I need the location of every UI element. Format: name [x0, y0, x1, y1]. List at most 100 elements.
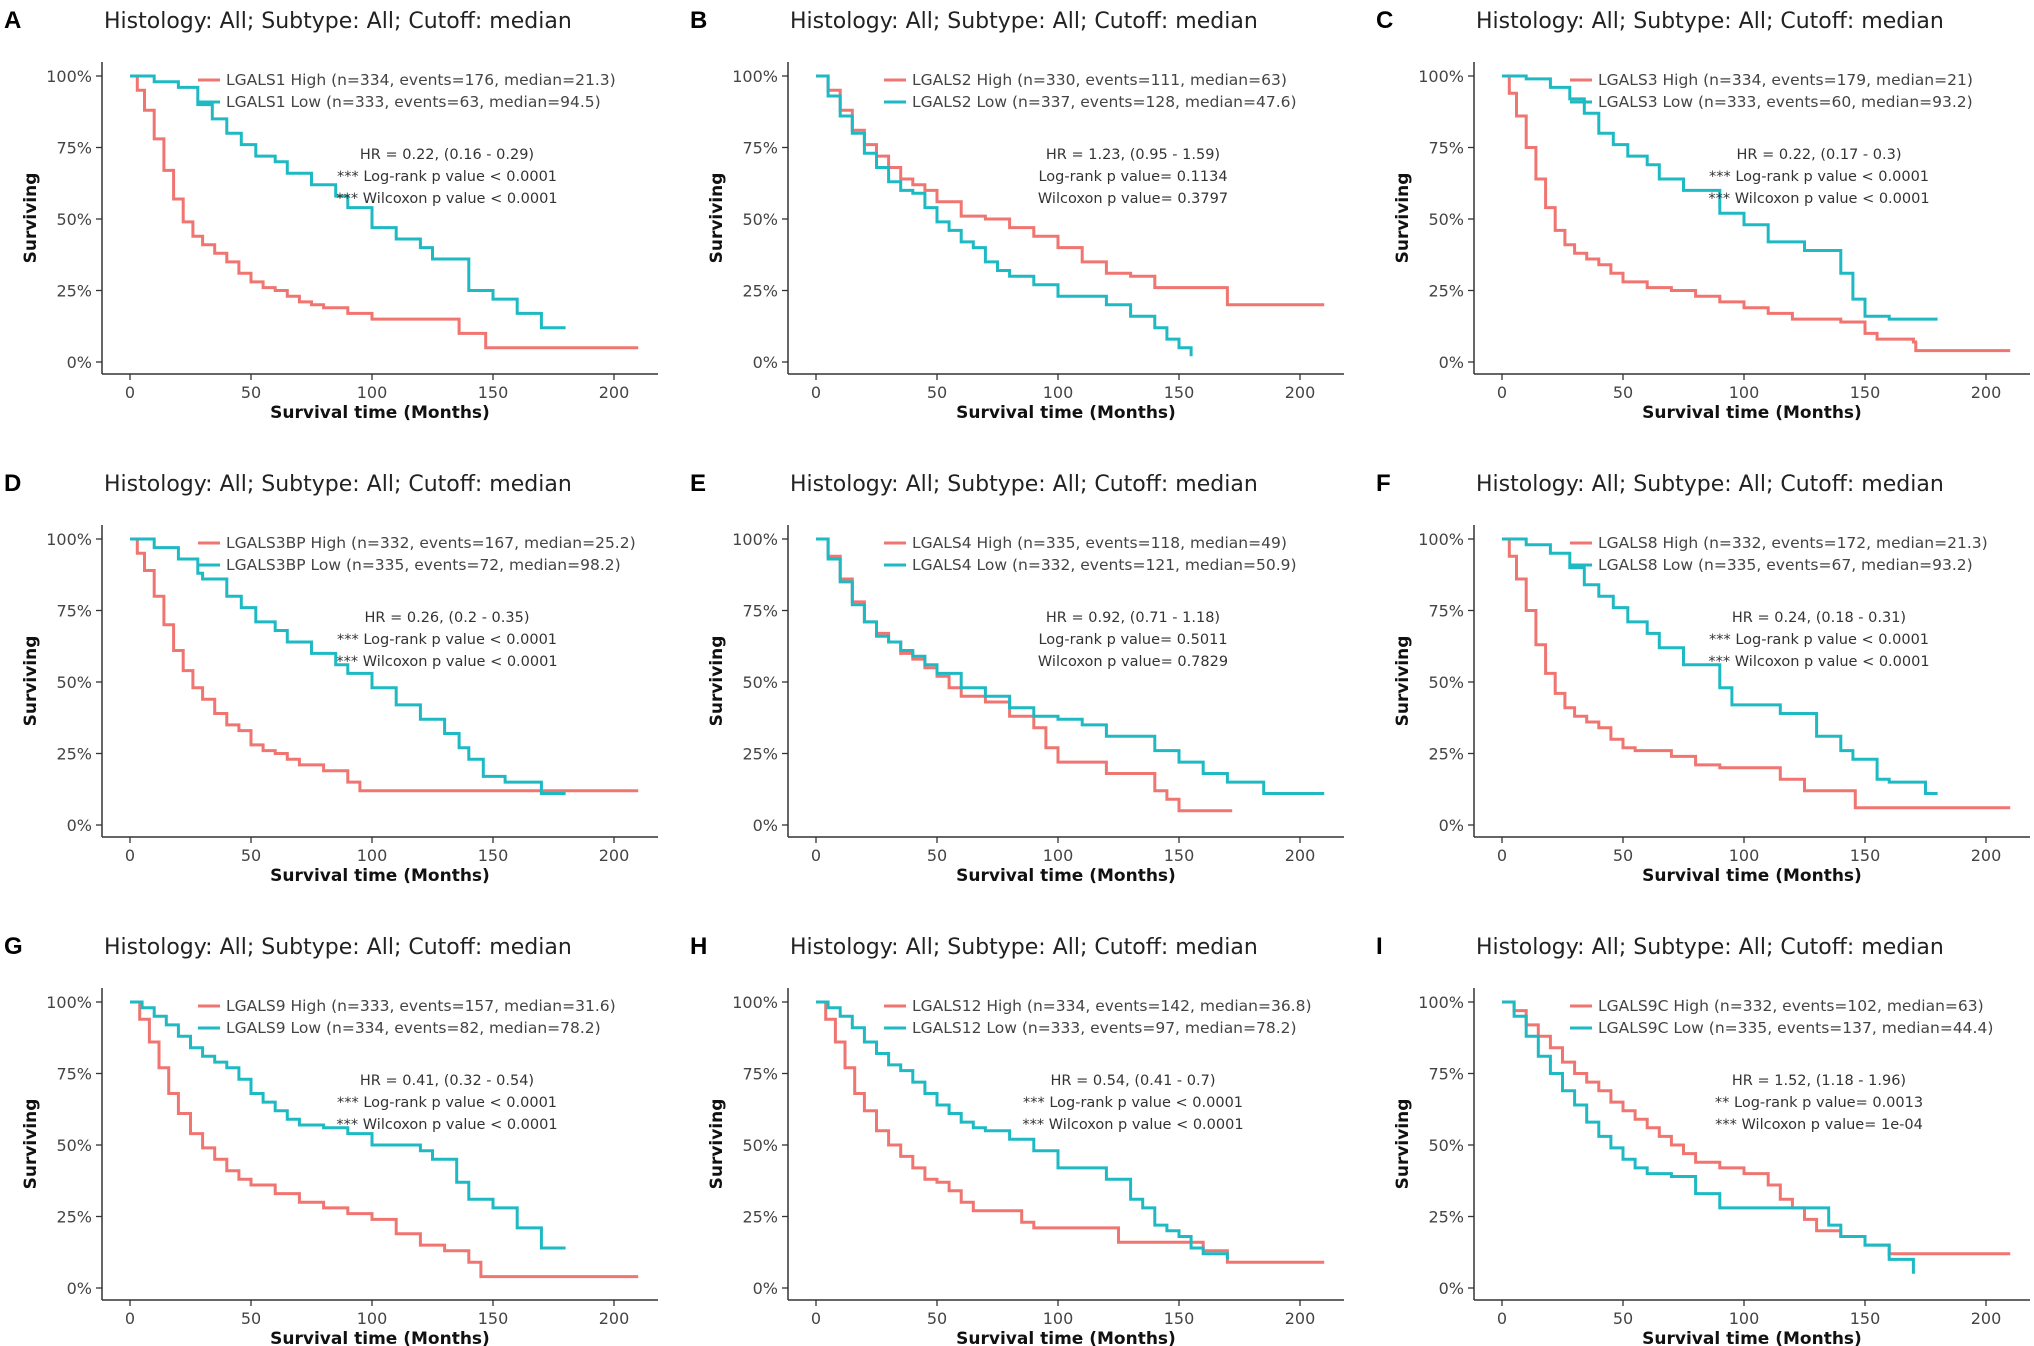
y-axis-label: Surviving [21, 636, 41, 727]
x-tick-label: 100 [1729, 383, 1760, 402]
y-tick-label: 75% [56, 602, 92, 621]
y-tick-label: 25% [56, 282, 92, 301]
survival-curve-low [816, 1000, 1229, 1260]
stat-annotation: *** Log-rank p value < 0.0001 [1023, 1095, 1243, 1111]
legend-label-low: LGALS12 Low (n=333, events=97, median=78… [912, 1019, 1297, 1037]
y-tick-label: 0% [753, 1279, 778, 1298]
survival-curve-high [1502, 537, 2011, 810]
panel-letter: A [4, 7, 21, 34]
legend-label-low: LGALS9C Low (n=335, events=137, median=4… [1598, 1019, 1993, 1037]
stat-annotation: HR = 0.54, (0.41 - 0.7) [1051, 1073, 1216, 1089]
y-tick-label: 25% [742, 1208, 778, 1227]
y-tick-label: 50% [742, 210, 778, 229]
x-tick-label: 0 [125, 846, 135, 865]
stat-annotation: Wilcoxon p value= 0.3797 [1038, 191, 1228, 207]
y-tick-label: 100% [1418, 993, 1464, 1012]
chart-title: Histology: All; Subtype: All; Cutoff: me… [104, 472, 572, 497]
stat-annotation: *** Wilcoxon p value < 0.0001 [336, 1117, 557, 1133]
stat-annotation: *** Log-rank p value < 0.0001 [337, 169, 557, 185]
legend-label-high: LGALS9C High (n=332, events=102, median=… [1598, 997, 1984, 1015]
panel-letter: D [4, 470, 21, 497]
x-tick-label: 100 [1729, 1309, 1760, 1328]
legend-label-high: LGALS9 High (n=333, events=157, median=3… [226, 997, 616, 1015]
y-axis-label: Surviving [707, 1099, 727, 1190]
chart-title: Histology: All; Subtype: All; Cutoff: me… [104, 935, 572, 960]
y-axis-label: Surviving [21, 1099, 41, 1190]
survival-curve-low [130, 537, 566, 795]
x-axis-label: Survival time (Months) [270, 866, 490, 886]
plot-area: 0% 25% 50% 75% 100% 0 50 100 150 200 Survival time… [1393, 62, 2030, 423]
y-tick-label: 0% [1439, 353, 1464, 372]
x-axis-label: Survival time (Months) [956, 866, 1176, 886]
y-axis-label: Surviving [707, 173, 727, 264]
stat-annotation: *** Log-rank p value < 0.0001 [1709, 632, 1929, 648]
x-tick-label: 0 [1497, 1309, 1507, 1328]
y-tick-label: 100% [46, 67, 92, 86]
survival-curve-low [1502, 74, 1938, 321]
y-tick-label: 50% [56, 210, 92, 229]
stat-annotation: HR = 0.22, (0.16 - 0.29) [360, 147, 534, 163]
panel-letter: B [690, 7, 707, 34]
survival-curve-high [130, 537, 639, 793]
y-tick-label: 100% [732, 993, 778, 1012]
survival-curve-high [1502, 74, 2011, 353]
panel-letter: H [690, 933, 707, 960]
y-tick-label: 0% [67, 1279, 92, 1298]
panel-c: C Histology: All; Subtype: All; Cutoff: m… [1376, 7, 2030, 423]
x-tick-label: 0 [1497, 846, 1507, 865]
x-tick-label: 150 [1164, 846, 1195, 865]
x-tick-label: 150 [478, 383, 509, 402]
stat-annotation: *** Log-rank p value < 0.0001 [337, 632, 557, 648]
y-tick-label: 25% [742, 745, 778, 764]
panel-h: H Histology: All; Subtype: All; Cutoff: m… [690, 933, 1344, 1346]
panel-d: D Histology: All; Subtype: All; Cutoff: m… [4, 470, 658, 886]
legend-label-low: LGALS8 Low (n=335, events=67, median=93.… [1598, 556, 1973, 574]
panel-letter: E [690, 470, 706, 497]
x-tick-label: 150 [478, 1309, 509, 1328]
y-tick-label: 0% [1439, 816, 1464, 835]
x-tick-label: 100 [1043, 1309, 1074, 1328]
plot-area: 0% 25% 50% 75% 100% 0 50 100 150 200 Survival time… [21, 988, 658, 1346]
x-tick-label: 0 [125, 383, 135, 402]
chart-title: Histology: All; Subtype: All; Cutoff: me… [790, 472, 1258, 497]
x-tick-label: 200 [599, 383, 630, 402]
x-tick-label: 50 [241, 846, 261, 865]
y-axis-label: Surviving [1393, 173, 1413, 264]
survival-curve-low [816, 537, 1325, 795]
stat-annotation: HR = 0.26, (0.2 - 0.35) [365, 610, 530, 626]
stat-annotation: *** Log-rank p value < 0.0001 [1709, 169, 1929, 185]
survival-curve-low [1502, 537, 1938, 795]
survival-curve-high [816, 537, 1233, 813]
stat-annotation: *** Wilcoxon p value < 0.0001 [1708, 191, 1929, 207]
y-tick-label: 100% [46, 530, 92, 549]
stat-annotation: *** Log-rank p value < 0.0001 [337, 1095, 557, 1111]
y-tick-label: 75% [742, 1065, 778, 1084]
x-tick-label: 150 [478, 846, 509, 865]
x-tick-label: 100 [1729, 846, 1760, 865]
x-tick-label: 0 [125, 1309, 135, 1328]
plot-area: 0% 25% 50% 75% 100% 0 50 100 150 200 Survival time… [707, 525, 1344, 886]
legend-label-low: LGALS1 Low (n=333, events=63, median=94.… [226, 93, 601, 111]
x-axis-label: Survival time (Months) [1642, 403, 1862, 423]
y-tick-label: 25% [1428, 282, 1464, 301]
x-tick-label: 200 [1971, 846, 2002, 865]
x-tick-label: 50 [927, 383, 947, 402]
stat-annotation: HR = 1.23, (0.95 - 1.59) [1046, 147, 1220, 163]
x-axis-label: Survival time (Months) [1642, 1329, 1862, 1346]
stat-annotation: HR = 0.24, (0.18 - 0.31) [1732, 610, 1906, 626]
y-tick-label: 100% [1418, 530, 1464, 549]
x-tick-label: 50 [927, 1309, 947, 1328]
y-tick-label: 75% [1428, 602, 1464, 621]
y-axis-label: Surviving [1393, 1099, 1413, 1190]
y-tick-label: 50% [1428, 673, 1464, 692]
y-tick-label: 0% [67, 353, 92, 372]
y-tick-label: 25% [1428, 1208, 1464, 1227]
x-tick-label: 0 [811, 1309, 821, 1328]
stat-annotation: HR = 0.41, (0.32 - 0.54) [360, 1073, 534, 1089]
stat-annotation: HR = 0.92, (0.71 - 1.18) [1046, 610, 1220, 626]
x-tick-label: 0 [811, 846, 821, 865]
panel-f: F Histology: All; Subtype: All; Cutoff: m… [1376, 470, 2030, 886]
y-tick-label: 75% [742, 139, 778, 158]
survival-curve-low [130, 74, 566, 330]
